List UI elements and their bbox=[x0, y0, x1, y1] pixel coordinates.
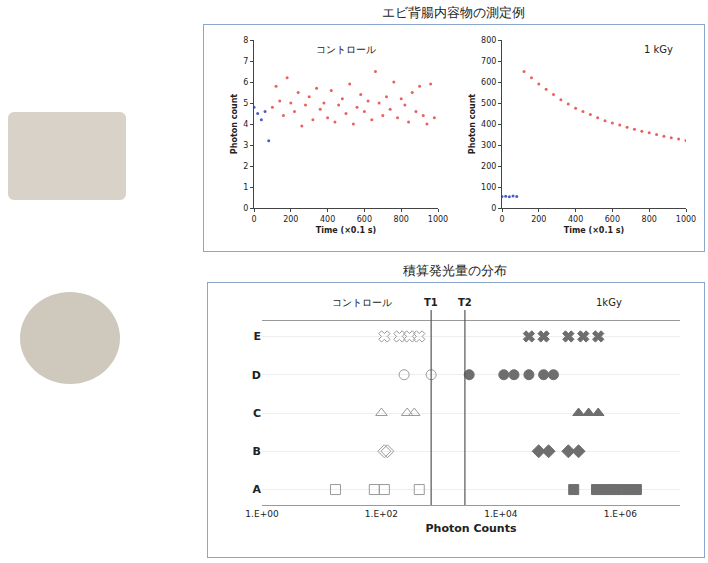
svg-text:5: 5 bbox=[243, 99, 248, 108]
svg-text:Photon count: Photon count bbox=[468, 94, 477, 154]
svg-text:1: 1 bbox=[243, 183, 248, 192]
svg-text:800: 800 bbox=[394, 215, 409, 224]
svg-text:0: 0 bbox=[243, 204, 248, 213]
svg-text:200: 200 bbox=[283, 215, 298, 224]
svg-text:400: 400 bbox=[320, 215, 335, 224]
svg-text:200: 200 bbox=[481, 162, 496, 171]
svg-text:1 kGy: 1 kGy bbox=[644, 44, 673, 55]
svg-text:B: B bbox=[253, 445, 261, 458]
svg-text:2: 2 bbox=[243, 162, 248, 171]
svg-text:T1: T1 bbox=[424, 297, 438, 308]
svg-text:100: 100 bbox=[481, 183, 496, 192]
svg-text:600: 600 bbox=[481, 78, 496, 87]
svg-text:7: 7 bbox=[243, 57, 248, 66]
svg-text:コントロール: コントロール bbox=[332, 297, 392, 308]
svg-text:4: 4 bbox=[243, 120, 248, 129]
svg-text:1kGy: 1kGy bbox=[596, 297, 622, 308]
svg-text:A: A bbox=[252, 483, 261, 496]
svg-text:600: 600 bbox=[357, 215, 372, 224]
svg-text:1.E+02: 1.E+02 bbox=[365, 509, 398, 519]
svg-text:400: 400 bbox=[481, 120, 496, 129]
svg-text:3: 3 bbox=[243, 141, 248, 150]
svg-text:1.E+00: 1.E+00 bbox=[245, 509, 279, 519]
svg-text:Time (×0.1 s): Time (×0.1 s) bbox=[564, 226, 624, 235]
svg-text:0: 0 bbox=[499, 215, 504, 224]
svg-text:0: 0 bbox=[491, 204, 496, 213]
svg-text:800: 800 bbox=[642, 215, 657, 224]
svg-text:Photon count: Photon count bbox=[230, 94, 239, 154]
svg-text:800: 800 bbox=[481, 36, 496, 45]
svg-text:6: 6 bbox=[243, 78, 248, 87]
svg-text:0: 0 bbox=[251, 215, 256, 224]
svg-text:200: 200 bbox=[531, 215, 546, 224]
svg-text:1.E+04: 1.E+04 bbox=[484, 509, 518, 519]
svg-text:E: E bbox=[253, 330, 261, 343]
svg-text:Time (×0.1 s): Time (×0.1 s) bbox=[316, 226, 376, 235]
svg-text:600: 600 bbox=[605, 215, 620, 224]
svg-text:700: 700 bbox=[481, 57, 496, 66]
svg-text:T2: T2 bbox=[458, 297, 472, 308]
html-text:エビ背腸内容物の測定例: エビ背腸内容物の測定例 bbox=[381, 5, 525, 20]
svg-text:300: 300 bbox=[481, 141, 496, 150]
svg-text:C: C bbox=[253, 407, 261, 420]
svg-text:500: 500 bbox=[481, 99, 496, 108]
svg-text:400: 400 bbox=[568, 215, 583, 224]
svg-text:1000: 1000 bbox=[428, 215, 448, 224]
svg-text:D: D bbox=[252, 369, 261, 382]
svg-text:1.E+06: 1.E+06 bbox=[604, 509, 638, 519]
svg-text:コントロール: コントロール bbox=[316, 44, 376, 55]
html-text:積算発光量の分布: 積算発光量の分布 bbox=[403, 263, 507, 278]
svg-text:1000: 1000 bbox=[676, 215, 696, 224]
svg-text:8: 8 bbox=[243, 36, 248, 45]
svg-text:Photon Counts: Photon Counts bbox=[425, 522, 516, 535]
